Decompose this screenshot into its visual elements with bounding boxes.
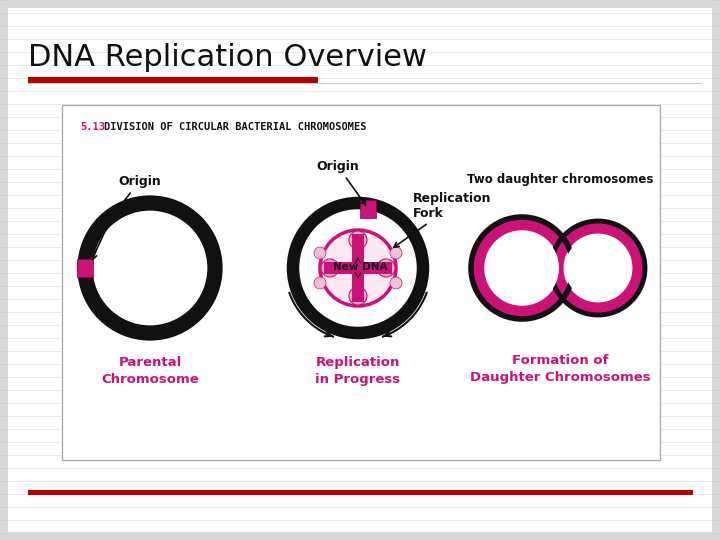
Circle shape [293,203,423,333]
FancyBboxPatch shape [62,105,660,460]
Circle shape [349,287,367,305]
Circle shape [85,203,215,333]
Text: 5.13: 5.13 [80,122,105,132]
Text: Parental
Chromosome: Parental Chromosome [101,356,199,386]
Text: Two daughter chromosomes: Two daughter chromosomes [467,173,653,186]
Bar [324,262,392,274]
Circle shape [349,231,367,249]
Bar [352,234,364,302]
Circle shape [565,235,631,301]
Bar [28,490,693,495]
Circle shape [485,231,559,305]
Circle shape [314,247,326,259]
Circle shape [377,259,395,277]
Circle shape [390,277,402,289]
Circle shape [321,259,339,277]
Text: New DNA: New DNA [333,262,387,272]
Circle shape [478,224,566,312]
Circle shape [320,230,396,306]
Text: Origin: Origin [317,160,366,205]
Bar [361,200,377,218]
Text: Formation of
Daughter Chromosomes: Formation of Daughter Chromosomes [469,354,650,384]
Circle shape [390,247,402,259]
Text: Origin: Origin [92,175,161,260]
Text: DIVISION OF CIRCULAR BACTERIAL CHROMOSOMES: DIVISION OF CIRCULAR BACTERIAL CHROMOSOM… [104,122,366,132]
Bar [77,259,93,277]
Text: Replication
in Progress: Replication in Progress [315,356,400,386]
Text: DNA Replication Overview: DNA Replication Overview [28,44,427,72]
Circle shape [314,277,326,289]
FancyBboxPatch shape [8,8,712,532]
Bar [28,77,318,83]
Text: Replication
Fork: Replication Fork [394,192,492,247]
Circle shape [558,228,638,308]
